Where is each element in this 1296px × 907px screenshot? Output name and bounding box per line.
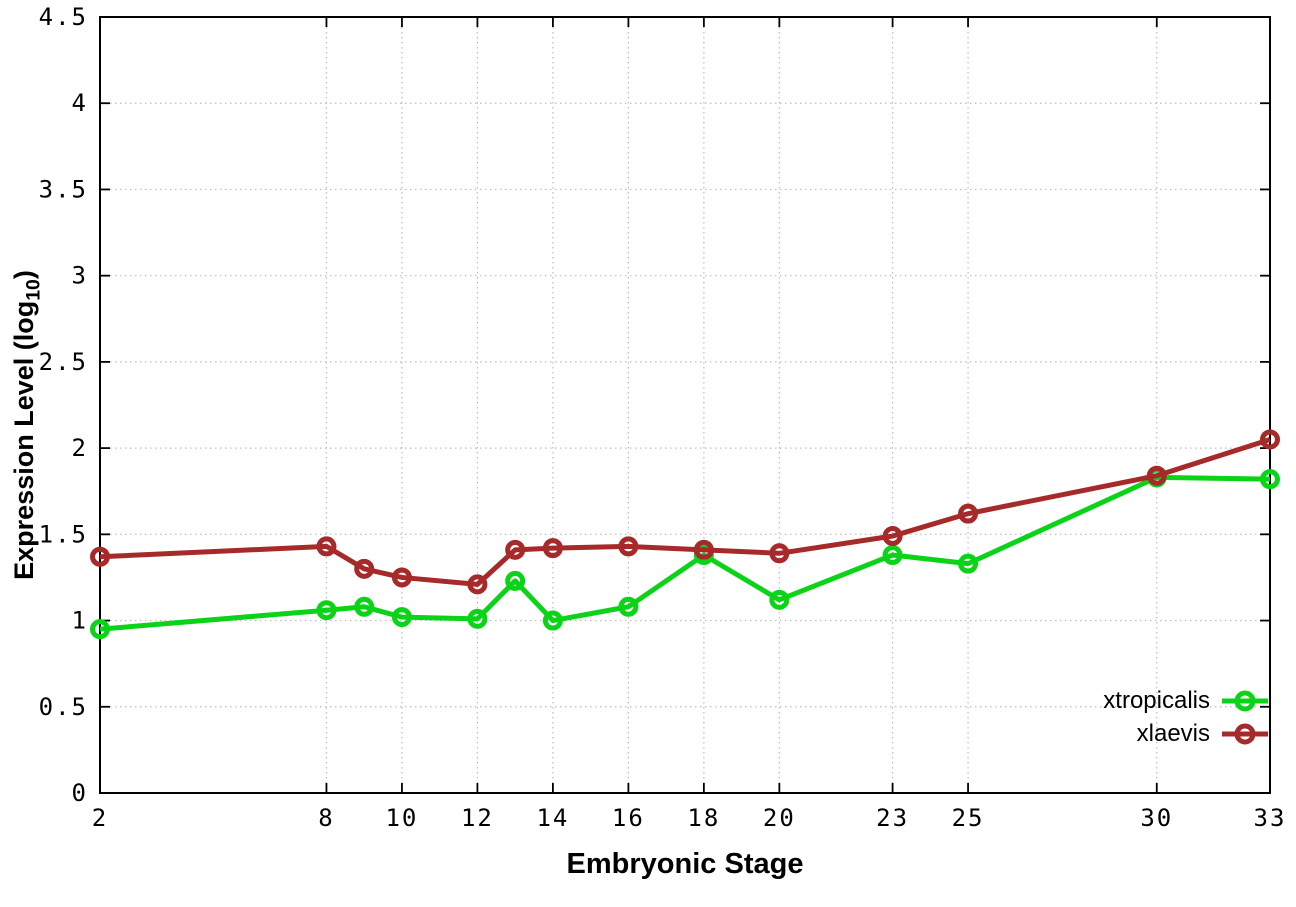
legend-entry-xlaevis: xlaevis xyxy=(1103,717,1268,750)
data-point-xtropicalis xyxy=(391,607,412,628)
x-tick-label: 33 xyxy=(1254,804,1287,832)
y-tick-label: 0 xyxy=(72,779,88,807)
y-axis-title: Expression Level (log10) xyxy=(5,215,45,635)
y-axis-title-text: Expression Level (log xyxy=(9,300,39,580)
data-point-xtropicalis xyxy=(316,600,337,621)
data-point-xtropicalis xyxy=(505,570,526,591)
y-tick-label: 4.5 xyxy=(39,3,88,31)
x-tick-label: 23 xyxy=(876,804,909,832)
data-point-xtropicalis xyxy=(542,610,563,631)
data-point-xlaevis xyxy=(693,539,714,560)
y-axis-title-suffix: ) xyxy=(9,270,39,280)
data-point-xlaevis xyxy=(769,543,790,564)
data-point-xtropicalis xyxy=(769,589,790,610)
y-tick-label: 4 xyxy=(72,89,88,117)
legend-marker-xlaevis xyxy=(1222,723,1268,744)
y-axis-title-subscript: 10 xyxy=(22,279,45,301)
data-point-xlaevis xyxy=(90,546,110,567)
x-tick-label: 8 xyxy=(318,804,334,832)
x-tick-label: 20 xyxy=(763,804,796,832)
series-line-xlaevis xyxy=(99,437,1271,587)
x-tick-label: 30 xyxy=(1140,804,1173,832)
data-point-xtropicalis xyxy=(90,619,110,640)
x-tick-label: 25 xyxy=(952,804,985,832)
y-tick-label: 3.5 xyxy=(39,175,88,203)
y-tick-label: 1 xyxy=(72,607,88,635)
data-point-xlaevis xyxy=(505,539,526,560)
legend-label-xlaevis: xlaevis xyxy=(1136,719,1210,747)
y-tick-label: 3 xyxy=(72,262,88,290)
x-tick-label: 10 xyxy=(385,804,418,832)
data-point-xlaevis xyxy=(1146,465,1167,486)
legend-marker-xtropicalis xyxy=(1222,690,1268,711)
data-point-xtropicalis xyxy=(958,553,979,574)
data-point-xlaevis xyxy=(618,536,639,557)
x-tick-label: 18 xyxy=(687,804,720,832)
data-point-xlaevis xyxy=(316,536,337,557)
data-point-xlaevis xyxy=(467,574,488,595)
legend: xtropicalis xlaevis xyxy=(1103,684,1268,750)
y-tick-label: 2.5 xyxy=(39,348,88,376)
y-tick-label: 2 xyxy=(72,434,88,462)
data-point-xtropicalis xyxy=(882,545,903,566)
data-point-xlaevis xyxy=(354,558,375,579)
data-point-xtropicalis xyxy=(1260,469,1280,490)
x-tick-label: 12 xyxy=(461,804,494,832)
y-tick-label: 0.5 xyxy=(39,693,88,721)
legend-entry-xtropicalis: xtropicalis xyxy=(1103,684,1268,717)
data-point-xlaevis xyxy=(542,538,563,559)
y-tick-label: 1.5 xyxy=(39,520,88,548)
x-tick-label: 16 xyxy=(612,804,645,832)
data-point-xlaevis xyxy=(882,526,903,547)
legend-label-xtropicalis: xtropicalis xyxy=(1103,686,1210,714)
data-point-xtropicalis xyxy=(467,608,488,629)
series-line-xtropicalis xyxy=(99,474,1271,632)
x-tick-label: 14 xyxy=(536,804,569,832)
x-tick-label: 2 xyxy=(92,804,108,832)
data-point-xlaevis xyxy=(1260,429,1280,450)
plot-border xyxy=(99,16,1271,794)
data-point-xtropicalis xyxy=(618,596,639,617)
data-point-xlaevis xyxy=(391,567,412,588)
data-point-xtropicalis xyxy=(354,596,375,617)
x-axis-title: Embryonic Stage xyxy=(566,848,804,880)
data-point-xlaevis xyxy=(958,503,979,524)
